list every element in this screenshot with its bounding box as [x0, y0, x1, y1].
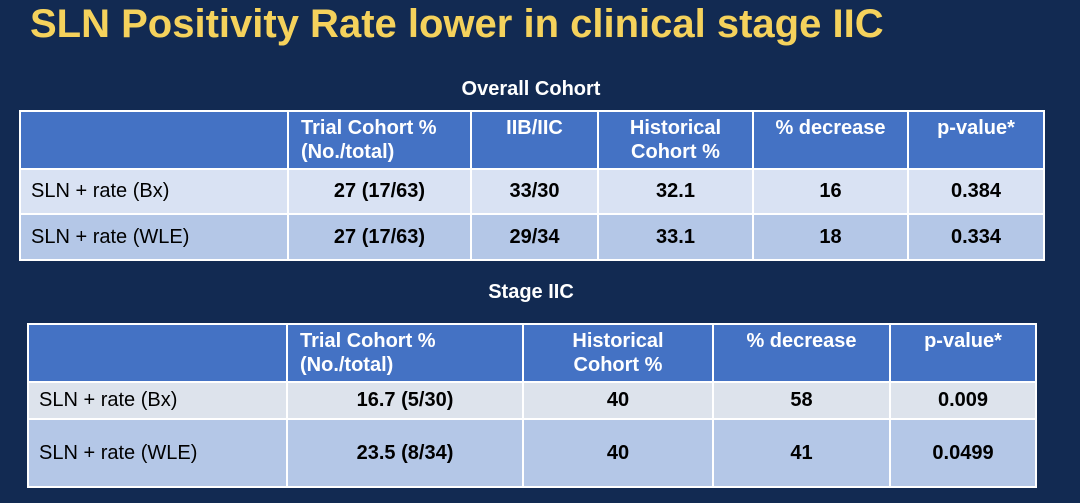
header-cell-p-value: p-value*: [907, 109, 1045, 171]
value-cell: 40: [522, 418, 714, 489]
value-cell: 32.1: [597, 168, 754, 216]
value-cell: 16.7 (5/30): [286, 381, 524, 421]
value-cell: 0.334: [907, 213, 1045, 262]
stage-iic-heading: Stage IIC: [488, 281, 574, 303]
table-row-sln-rate-bx: SLN + rate (Bx) 16.7 (5/30) 40 58 0.009: [27, 381, 1037, 421]
value-cell: 29/34: [470, 213, 599, 262]
header-cell-trial-cohort: Trial Cohort % (No./total): [286, 322, 524, 384]
value-cell: 0.0499: [889, 418, 1037, 489]
header-cell-percent-decrease: % decrease: [752, 109, 909, 171]
header-cell-percent-decrease: % decrease: [712, 322, 891, 384]
value-cell: 0.384: [907, 168, 1045, 216]
header-cell-historical-cohort: Historical Cohort %: [522, 322, 714, 384]
stage-iic-header-row: Trial Cohort % (No./total) Historical Co…: [27, 322, 1037, 384]
value-cell: 27 (17/63): [287, 213, 472, 262]
row-label-cell: SLN + rate (WLE): [19, 213, 289, 262]
value-cell: 40: [522, 381, 714, 421]
header-cell-trial-cohort: Trial Cohort % (No./total): [287, 109, 472, 171]
value-cell: 27 (17/63): [287, 168, 472, 216]
value-cell: 58: [712, 381, 891, 421]
overall-cohort-table: Trial Cohort % (No./total) IIB/IIC Histo…: [19, 109, 1045, 262]
header-cell-iib-iic: IIB/IIC: [470, 109, 599, 171]
value-cell: 33/30: [470, 168, 599, 216]
header-cell-empty: [19, 109, 289, 171]
slide-title: SLN Positivity Rate lower in clinical st…: [30, 2, 884, 46]
value-cell: 41: [712, 418, 891, 489]
value-cell: 0.009: [889, 381, 1037, 421]
header-cell-historical-cohort: Historical Cohort %: [597, 109, 754, 171]
value-cell: 23.5 (8/34): [286, 418, 524, 489]
table-row-sln-rate-wle: SLN + rate (WLE) 27 (17/63) 29/34 33.1 1…: [19, 213, 1045, 262]
header-cell-empty: [27, 322, 288, 384]
overall-cohort-header-row: Trial Cohort % (No./total) IIB/IIC Histo…: [19, 109, 1045, 171]
table-row-sln-rate-wle: SLN + rate (WLE) 23.5 (8/34) 40 41 0.049…: [27, 418, 1037, 489]
stage-iic-table: Trial Cohort % (No./total) Historical Co…: [27, 322, 1037, 489]
row-label-cell: SLN + rate (Bx): [27, 381, 288, 421]
row-label-cell: SLN + rate (Bx): [19, 168, 289, 216]
table-row-sln-rate-bx: SLN + rate (Bx) 27 (17/63) 33/30 32.1 16…: [19, 168, 1045, 216]
value-cell: 18: [752, 213, 909, 262]
overall-cohort-heading: Overall Cohort: [461, 78, 601, 100]
header-cell-p-value: p-value*: [889, 322, 1037, 384]
value-cell: 33.1: [597, 213, 754, 262]
row-label-cell: SLN + rate (WLE): [27, 418, 288, 489]
value-cell: 16: [752, 168, 909, 216]
